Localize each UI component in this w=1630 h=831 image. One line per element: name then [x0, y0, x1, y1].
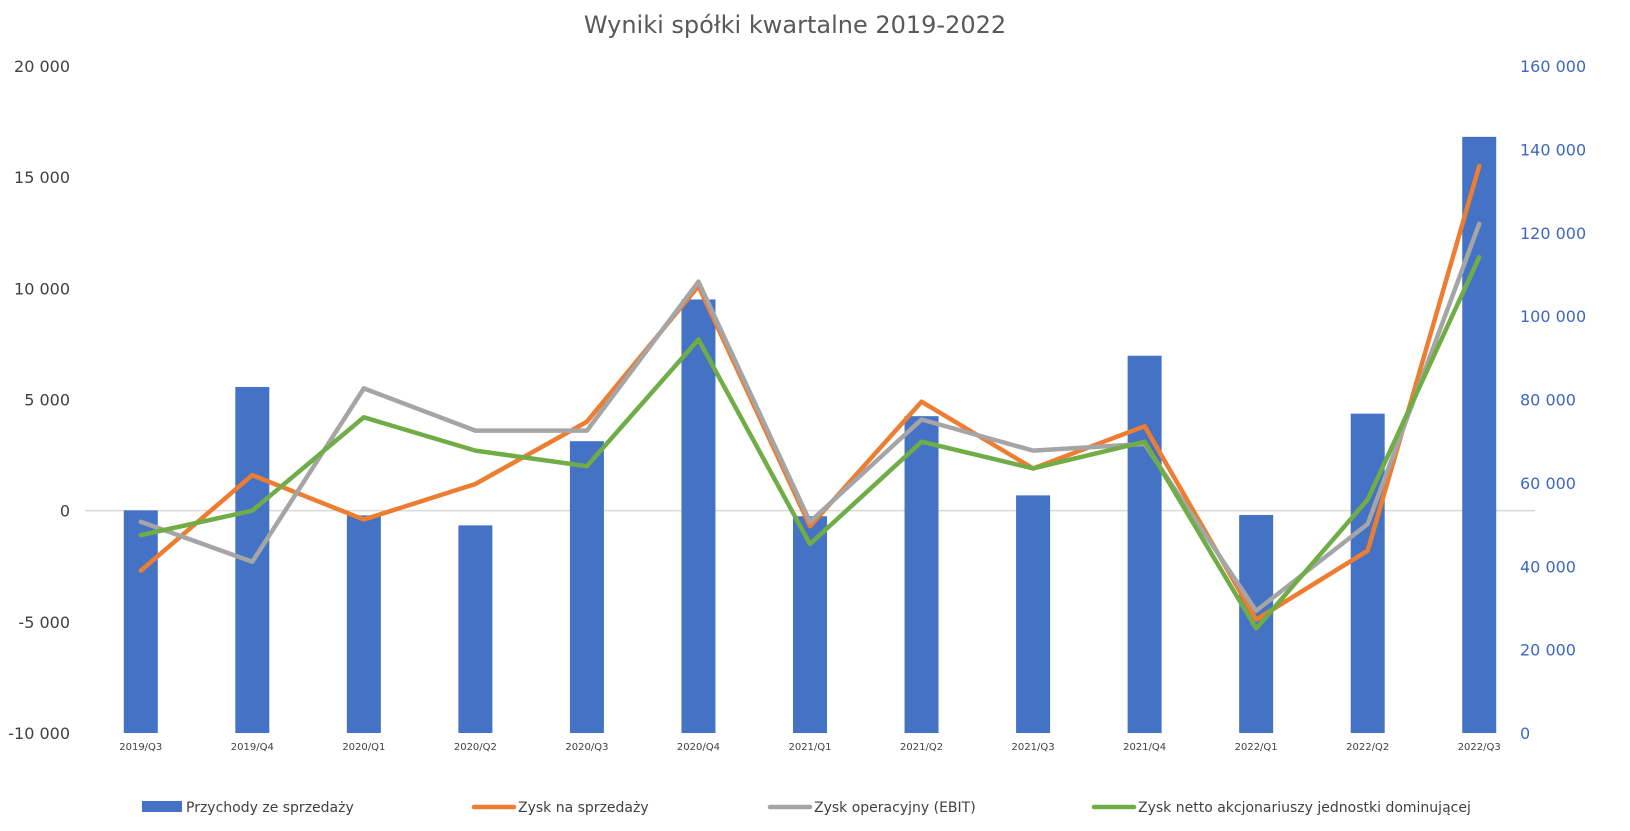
- x-tick-label: 2020/Q3: [565, 742, 608, 753]
- legend-label-przychody-ze-sprzedazy: Przychody ze sprzedaży: [186, 800, 354, 816]
- right-tick-label: 40 000: [1520, 557, 1576, 576]
- series-line-zysk-na-sprzedazy: [138, 163, 1482, 622]
- bar-2020-q4: [681, 299, 716, 733]
- right-tick-label: 160 000: [1520, 57, 1586, 76]
- series-line-zysk-netto-akcjonariuszy-jednostki-dominujacej: [138, 254, 1482, 631]
- right-tick-label: 60 000: [1520, 474, 1576, 493]
- x-tick-label: 2021/Q2: [900, 742, 943, 753]
- bar-2022-q1: [1239, 514, 1274, 733]
- bar-2020-q1: [346, 515, 381, 733]
- left-tick-label: 15 000: [14, 168, 70, 187]
- x-tick-label: 2021/Q1: [788, 742, 831, 753]
- x-tick-label: 2022/Q2: [1346, 742, 1389, 753]
- chart-title: Wyniki spółki kwartalne 2019-2022: [584, 11, 1006, 39]
- legend-swatch-przychody-ze-sprzedazy: [142, 801, 182, 812]
- x-tick-label: 2020/Q1: [342, 742, 385, 753]
- left-tick-label: 0: [60, 502, 70, 521]
- left-tick-label: 10 000: [14, 279, 70, 298]
- x-axis: 2019/Q3 2019/Q4 2020/Q1 2020/Q2 2020/Q3 2020/…: [119, 742, 1501, 753]
- x-tick-label: 2022/Q1: [1235, 742, 1278, 753]
- left-tick-label: -5 000: [18, 613, 70, 632]
- bar-2021-q4: [1127, 355, 1162, 733]
- x-tick-label: 2019/Q4: [231, 742, 274, 753]
- right-tick-label: 100 000: [1520, 307, 1586, 326]
- legend-label-zysk-operacyjny-ebit: Zysk operacyjny (EBIT): [814, 800, 976, 816]
- bar-2020-q2: [458, 525, 493, 733]
- right-tick-label: 80 000: [1520, 391, 1576, 410]
- bar-2021-q3: [1016, 495, 1051, 733]
- bar-2019-q3: [123, 510, 158, 733]
- left-tick-label: 5 000: [24, 391, 70, 410]
- left-axis: -10 000 -5 000 0 5 000 10 000 15 000 20 000: [8, 57, 70, 743]
- bar-2020-q3: [569, 441, 604, 733]
- x-tick-label: 2021/Q4: [1123, 742, 1166, 753]
- lines-group: [138, 163, 1482, 631]
- right-tick-label: 140 000: [1520, 140, 1586, 159]
- series-line-zysk-operacyjny-ebit: [138, 221, 1482, 613]
- right-tick-label: 0: [1520, 724, 1530, 743]
- x-tick-label: 2020/Q4: [677, 742, 720, 753]
- x-tick-label: 2020/Q2: [454, 742, 497, 753]
- left-tick-label: 20 000: [14, 57, 70, 76]
- bar-2022-q2: [1350, 413, 1385, 733]
- bar-2022-q3: [1462, 136, 1497, 733]
- legend: Przychody ze sprzedaży Zysk na sprzedaży Z…: [142, 800, 1471, 816]
- x-tick-label: 2021/Q3: [1012, 742, 1055, 753]
- right-tick-label: 20 000: [1520, 641, 1576, 660]
- x-tick-label: 2022/Q3: [1458, 742, 1501, 753]
- right-axis: 0 20 000 40 000 60 000 80 000 100 000 120 000 1…: [1520, 57, 1586, 743]
- legend-label-zysk-netto-akcjonariuszy-jednostki-dominujacej: Zysk netto akcjonariuszy jednostki domin…: [1138, 800, 1471, 816]
- left-tick-label: -10 000: [8, 724, 70, 743]
- bar-2021-q1: [793, 516, 827, 733]
- bars-group: [123, 136, 1497, 733]
- right-tick-label: 120 000: [1520, 224, 1586, 243]
- bar-2021-q2: [904, 416, 939, 733]
- legend-label-zysk-na-sprzedazy: Zysk na sprzedaży: [518, 800, 649, 816]
- x-tick-label: 2019/Q3: [119, 742, 162, 753]
